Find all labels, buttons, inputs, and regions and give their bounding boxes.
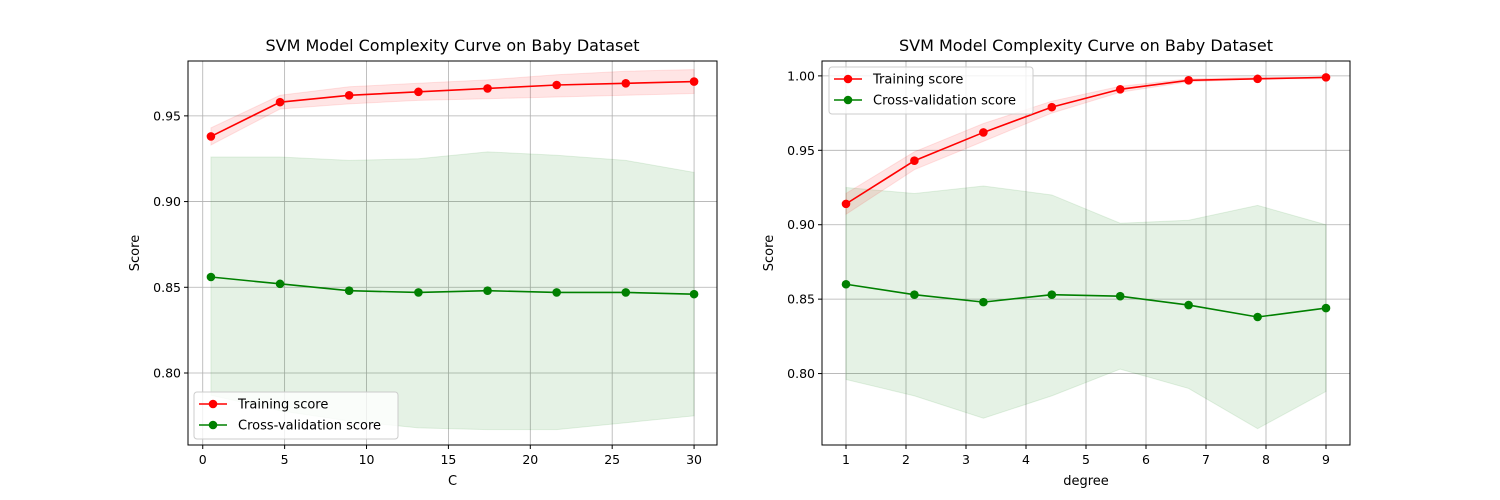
data-point-training — [1047, 102, 1057, 112]
chart-title: SVM Model Complexity Curve on Baby Datas… — [899, 36, 1273, 55]
x-tick-label: 9 — [1322, 452, 1330, 467]
legend: Training score Cross-validation score — [828, 66, 1034, 115]
subplot-degree-curve: SVM Model Complexity Curve on Baby Datas… — [762, 36, 1351, 489]
legend-label: Cross-validation score — [238, 419, 381, 434]
plot-area — [188, 61, 717, 445]
data-point-cross-validation — [689, 289, 699, 299]
confidence-band-cross-validation — [845, 185, 1327, 430]
x-tick-label: 15 — [440, 452, 456, 467]
subplot-c-curve: SVM Model Complexity Curve on Baby Datas… — [128, 36, 718, 489]
y-tick-label: 0.95 — [787, 143, 815, 158]
data-point-training — [552, 80, 561, 90]
data-point-training — [979, 128, 988, 137]
data-point-cross-validation — [841, 279, 851, 289]
data-point-training — [1184, 76, 1193, 85]
series-line-cross-validation — [210, 276, 695, 295]
y-tick-label: 0.80 — [787, 366, 815, 381]
legend-marker — [208, 399, 218, 409]
legend-label: Training score — [237, 398, 328, 413]
confidence-band-training — [210, 69, 695, 146]
x-axis-label: degree — [1063, 474, 1109, 489]
y-tick-label: 0.90 — [787, 217, 815, 232]
x-tick-label: 2 — [902, 452, 910, 467]
data-point-training — [206, 132, 216, 141]
y-tick-label: 0.85 — [787, 292, 815, 307]
data-point-cross-validation — [206, 272, 216, 282]
y-tick-label: 1.00 — [787, 68, 815, 83]
y-tick-label: 0.80 — [153, 366, 181, 381]
data-point-cross-validation — [979, 297, 988, 307]
x-tick-label: 20 — [522, 452, 538, 467]
legend-label: Cross-validation score — [873, 94, 1016, 109]
data-point-cross-validation — [275, 279, 285, 289]
x-tick-label: 7 — [1202, 452, 1210, 467]
series-line-training — [845, 76, 1327, 205]
x-tick-label: 5 — [281, 452, 289, 467]
data-point-cross-validation — [1115, 291, 1125, 301]
data-point-training — [414, 87, 423, 97]
x-axis-label: C — [448, 474, 457, 489]
x-tick-label: 4 — [1022, 452, 1030, 467]
x-tick-label: 6 — [1142, 452, 1150, 467]
data-point-cross-validation — [1253, 312, 1262, 322]
x-tick-label: 5 — [1082, 452, 1090, 467]
x-tick-label: 10 — [359, 452, 375, 467]
data-point-training — [1321, 73, 1331, 82]
legend-box — [193, 391, 399, 440]
series-line-training — [210, 80, 695, 138]
y-axis-label: Score — [762, 235, 777, 271]
legend-label: Training score — [872, 73, 963, 88]
legend-marker — [843, 74, 853, 84]
chart-title: SVM Model Complexity Curve on Baby Datas… — [265, 36, 639, 55]
x-tick-label: 30 — [686, 452, 702, 467]
y-tick-label: 0.95 — [153, 108, 181, 123]
legend: Training score Cross-validation score — [193, 391, 399, 440]
data-point-cross-validation — [483, 286, 492, 296]
data-point-cross-validation — [1184, 300, 1193, 310]
legend-marker — [843, 95, 853, 105]
y-tick-label: 0.85 — [153, 280, 181, 295]
data-point-cross-validation — [414, 288, 423, 297]
data-point-training — [689, 77, 699, 86]
axes-frame — [187, 60, 718, 446]
data-point-cross-validation — [621, 288, 631, 297]
x-tick-label: 8 — [1262, 452, 1270, 467]
data-point-training — [1115, 84, 1125, 94]
data-point-training — [621, 78, 631, 88]
confidence-band-cross-validation — [210, 151, 695, 431]
data-point-cross-validation — [552, 288, 561, 297]
data-point-training — [1253, 74, 1262, 84]
data-point-training — [841, 199, 851, 209]
data-point-cross-validation — [344, 286, 354, 296]
x-tick-label: 1 — [842, 452, 850, 467]
data-point-training — [910, 156, 919, 166]
data-point-cross-validation — [1047, 290, 1057, 299]
data-point-training — [275, 97, 285, 107]
x-tick-label: 25 — [604, 452, 620, 467]
y-axis-label: Score — [128, 235, 143, 271]
legend-marker — [208, 420, 218, 430]
x-tick-label: 3 — [962, 452, 970, 467]
data-point-cross-validation — [1321, 303, 1331, 313]
data-point-training — [344, 90, 354, 100]
x-tick-label: 0 — [199, 452, 207, 467]
legend-box — [828, 66, 1034, 115]
series-line-cross-validation — [845, 283, 1327, 318]
y-tick-label: 0.90 — [153, 194, 181, 209]
data-point-cross-validation — [910, 290, 919, 299]
data-point-training — [483, 84, 492, 93]
